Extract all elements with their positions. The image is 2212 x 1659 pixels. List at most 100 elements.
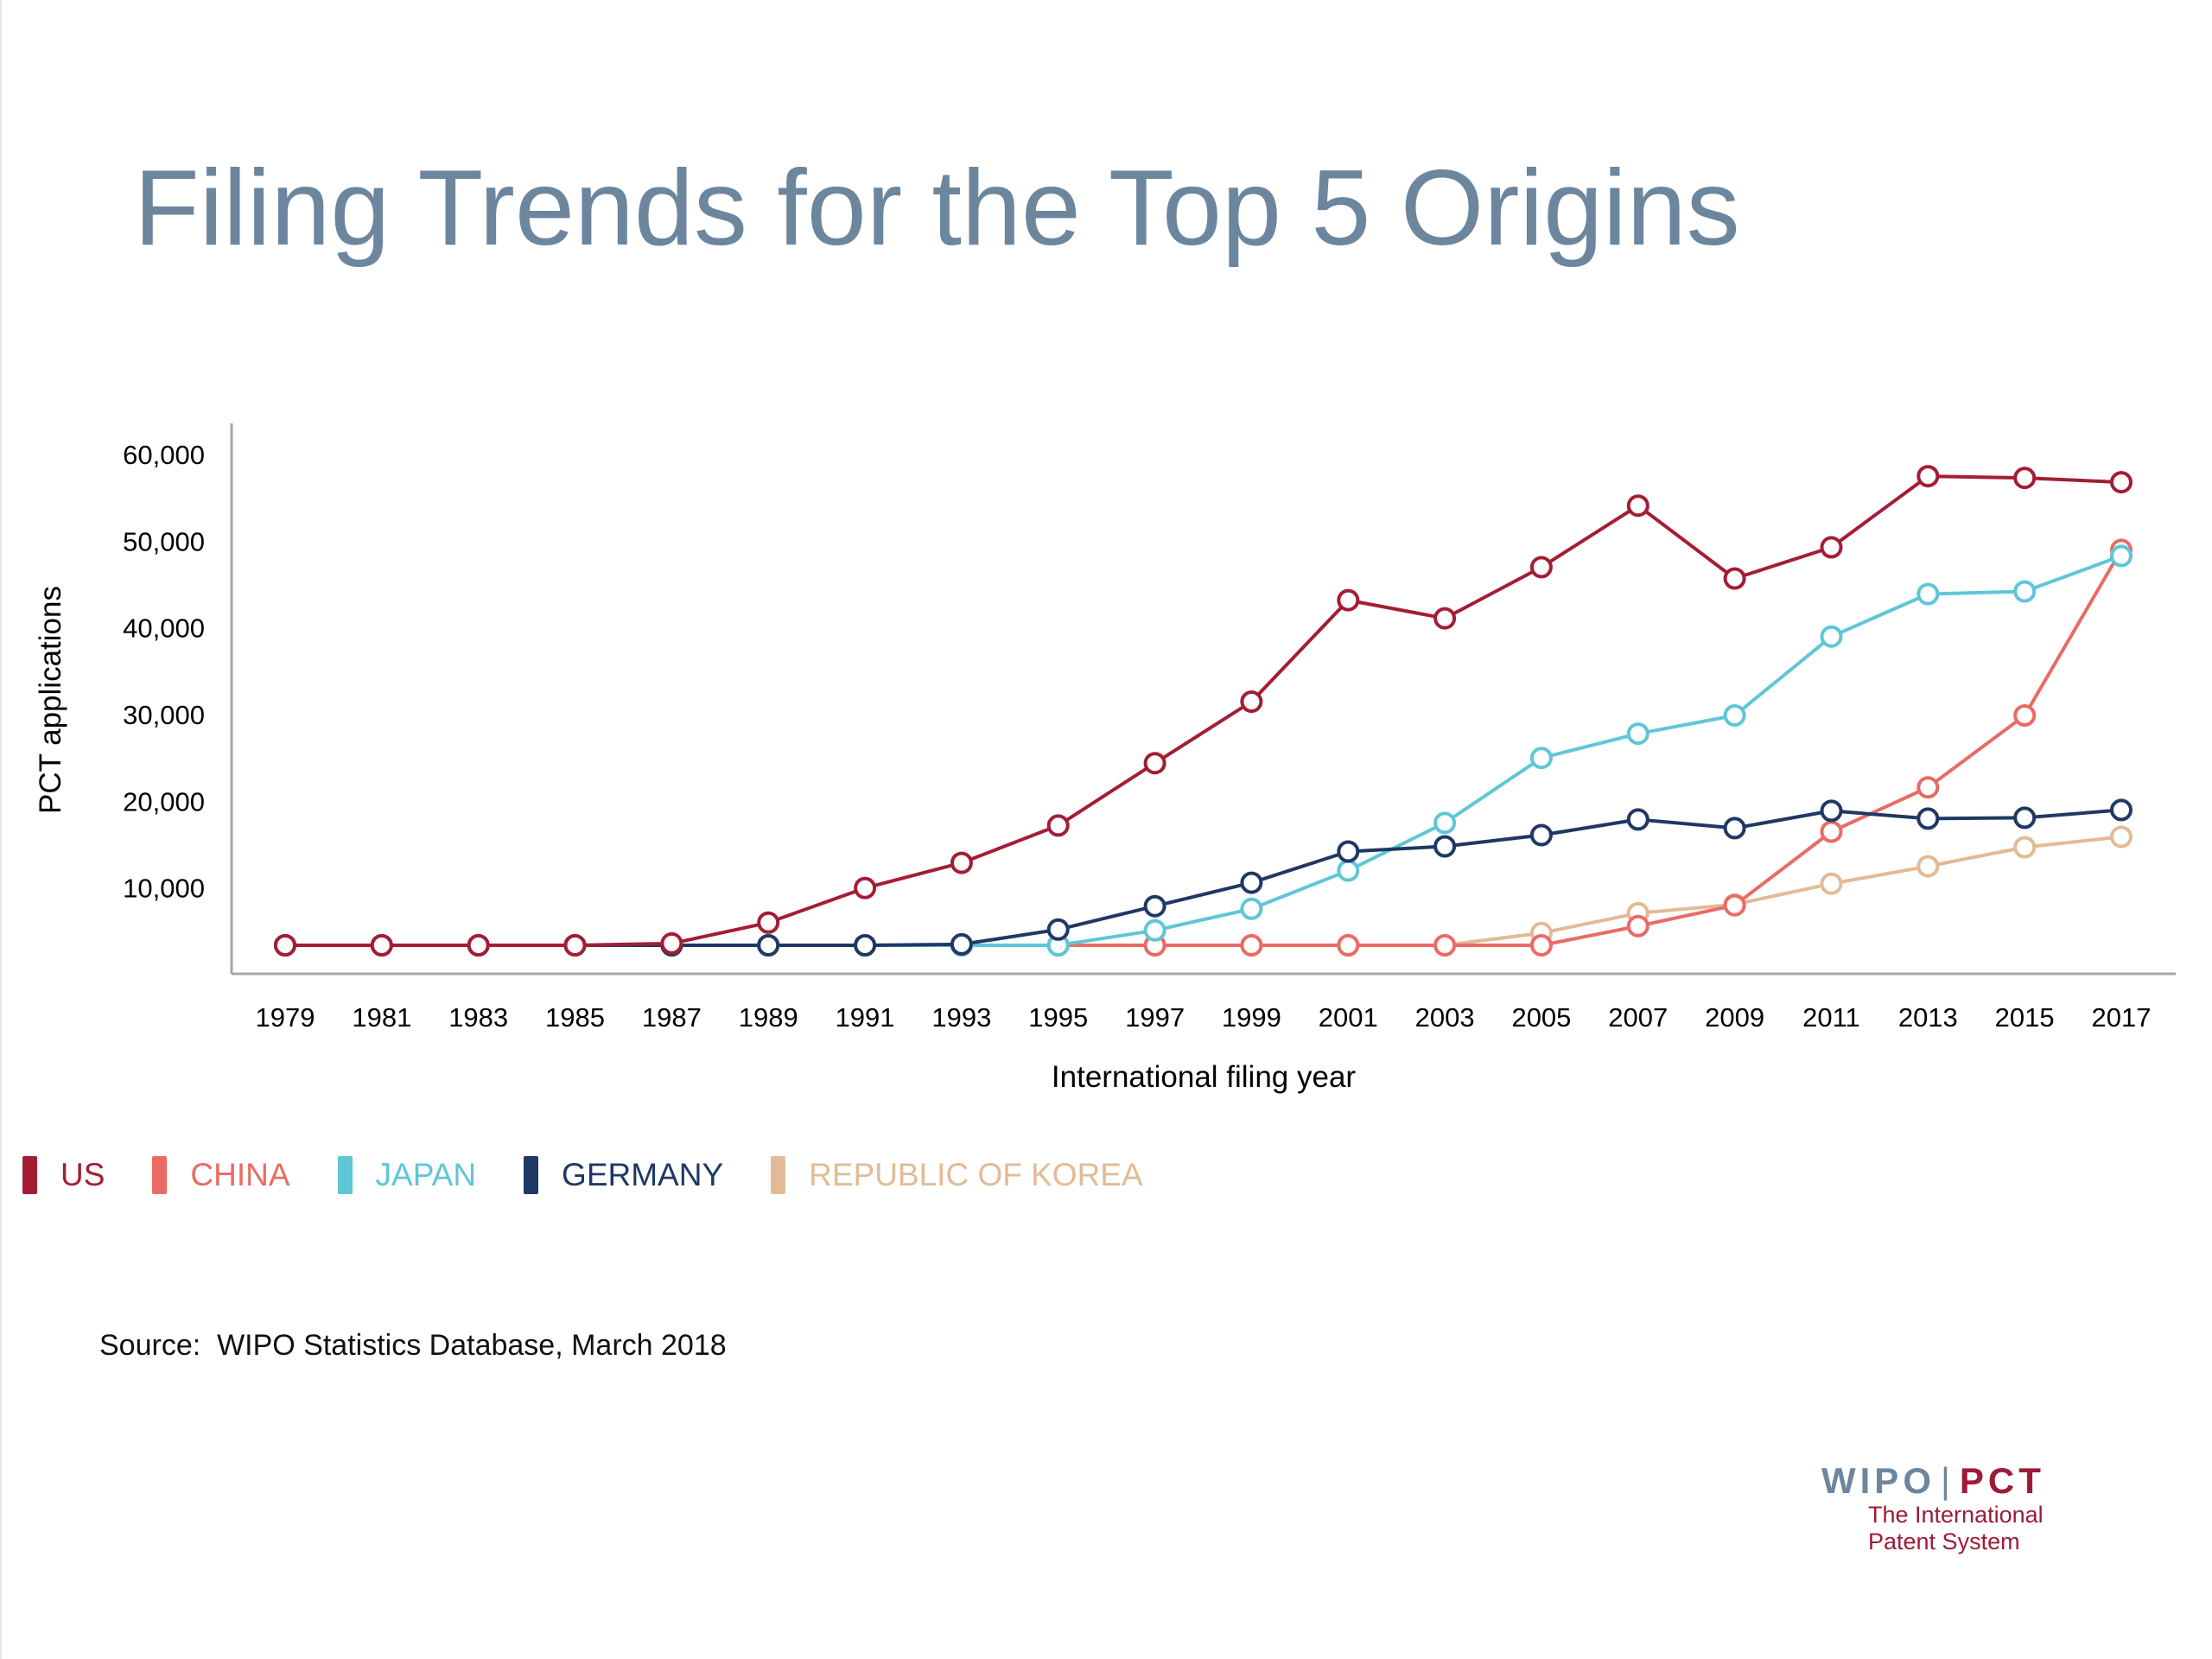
- data-point: [1529, 556, 1553, 579]
- slide-edge: [0, 0, 2, 1659]
- data-point: [1433, 835, 1457, 858]
- y-tick-label: 60,000: [123, 440, 205, 470]
- legend-swatch: [524, 1156, 539, 1194]
- data-point: [2110, 825, 2133, 849]
- x-tick-label: 2001: [1319, 1002, 1378, 1033]
- data-point: [2013, 836, 2037, 859]
- wipo-pct-logo: WIPO | PCT The International Patent System: [1821, 1460, 2081, 1555]
- data-point: [1916, 807, 1940, 830]
- data-point: [1143, 918, 1166, 942]
- data-point: [1723, 704, 1746, 727]
- data-point: [1337, 840, 1360, 863]
- legend-label: GERMANY: [562, 1157, 724, 1192]
- data-point: [1240, 871, 1263, 894]
- line-chart: 10,000 20,000 30,000 40,000 50,000 60,000 197…: [34, 423, 2176, 1094]
- legend-swatch: [771, 1156, 786, 1194]
- data-point: [1723, 893, 1746, 917]
- legend-item: GERMANY: [524, 1156, 723, 1194]
- data-point: [1820, 625, 1843, 648]
- data-point: [2013, 467, 2037, 490]
- data-point: [1433, 934, 1457, 957]
- x-tick-label: 2009: [1705, 1002, 1764, 1033]
- data-point: [757, 911, 780, 934]
- x-tick-label: 1989: [739, 1002, 798, 1033]
- data-point: [1626, 808, 1649, 831]
- data-point: [1820, 536, 1843, 559]
- data-point: [1240, 897, 1263, 920]
- brand-pct: PCT: [1959, 1460, 2045, 1501]
- data-point: [1143, 894, 1166, 918]
- series-us: [274, 465, 2133, 957]
- y-tick-label: 30,000: [123, 700, 205, 730]
- data-point: [1337, 934, 1360, 957]
- legend-label: CHINA: [190, 1157, 290, 1192]
- legend: US CHINA JAPAN GERMANY REPUBLIC OF KOREA: [22, 1149, 1191, 1201]
- x-tick-label: 1981: [352, 1002, 411, 1033]
- data-point: [1916, 776, 1940, 799]
- x-tick-label: 1985: [545, 1002, 605, 1033]
- legend-label: US: [60, 1157, 105, 1192]
- x-tick-label: 1987: [642, 1002, 702, 1033]
- brand-tagline-1: The International: [1868, 1502, 2044, 1528]
- series-line: [285, 835, 2122, 947]
- series-line: [285, 554, 2122, 947]
- x-tick-label: 1999: [1222, 1002, 1281, 1033]
- data-point: [1723, 567, 1746, 590]
- data-point: [1626, 494, 1649, 518]
- data-point: [2110, 798, 2133, 822]
- legend-label: JAPAN: [375, 1157, 477, 1192]
- data-point: [370, 934, 393, 957]
- series-line: [285, 808, 2122, 947]
- data-point: [1240, 690, 1263, 713]
- data-point: [660, 931, 683, 955]
- brand-wordmark: WIPO | PCT: [1821, 1460, 2081, 1502]
- data-point: [950, 932, 973, 956]
- data-point: [1916, 855, 1940, 878]
- legend-item: US: [22, 1156, 105, 1194]
- data-point: [757, 934, 780, 957]
- x-tick-label: 2015: [1995, 1002, 2055, 1033]
- data-point: [1820, 820, 1843, 843]
- data-point: [1723, 817, 1746, 840]
- series-line: [285, 474, 2122, 947]
- x-tick-label: 1997: [1125, 1002, 1185, 1033]
- data-point: [1433, 607, 1457, 630]
- legend-swatch: [337, 1156, 353, 1194]
- data-point: [1143, 752, 1166, 775]
- x-tick-label: 2017: [2092, 1002, 2152, 1033]
- data-point: [1046, 918, 1070, 941]
- y-axis-label: PCT applications: [34, 586, 67, 814]
- data-point: [1240, 934, 1263, 957]
- x-tick-label: 2013: [1898, 1002, 1958, 1033]
- x-tick-label: 2003: [1415, 1002, 1475, 1033]
- source-note: Source: WIPO Statistics Database, March …: [99, 1329, 727, 1362]
- legend-item: JAPAN: [337, 1156, 477, 1194]
- data-point: [1626, 722, 1649, 746]
- data-point: [1337, 859, 1360, 882]
- data-point: [274, 934, 296, 957]
- data-point: [2013, 806, 2037, 830]
- legend-item: CHINA: [152, 1156, 290, 1194]
- data-point: [467, 934, 490, 957]
- y-tick-label: 40,000: [123, 613, 205, 644]
- legend-label: REPUBLIC OF KOREA: [809, 1157, 1143, 1192]
- x-tick-label: 2011: [1802, 1002, 1860, 1033]
- data-point: [1433, 811, 1457, 835]
- data-point: [2110, 471, 2133, 494]
- legend-item: REPUBLIC OF KOREA: [771, 1156, 1143, 1194]
- series-china: [274, 538, 2133, 957]
- series-line: [285, 549, 2123, 947]
- x-tick-label: 1979: [256, 1002, 315, 1033]
- data-point: [1916, 582, 1940, 606]
- series-layer: [274, 465, 2133, 957]
- data-point: [563, 934, 587, 957]
- y-tick-labels: 10,000 20,000 30,000 40,000 50,000 60,000: [123, 440, 205, 904]
- x-tick-labels: 1979 1981 1983 1985 1987 1989 1991 1993 1995 1997…: [256, 1002, 2152, 1033]
- data-point: [1626, 914, 1649, 938]
- data-point: [1529, 823, 1553, 847]
- data-point: [2110, 544, 2133, 568]
- x-tick-label: 1993: [931, 1002, 991, 1033]
- data-point: [1916, 465, 1940, 488]
- legend-swatch: [22, 1156, 37, 1194]
- y-tick-label: 20,000: [123, 786, 205, 817]
